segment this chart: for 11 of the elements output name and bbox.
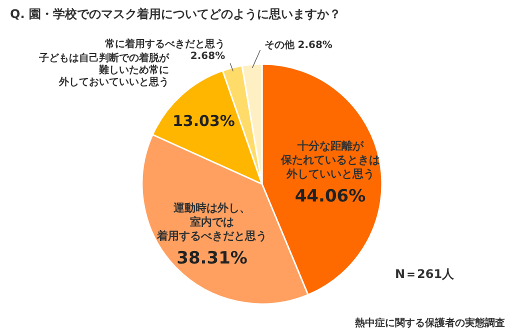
data-label: 13.03% (172, 112, 235, 130)
slice-label: 常に着用するべきだと思う (105, 38, 226, 50)
text: N＝261人 (395, 267, 456, 281)
text: 熱中症に関する保護者の実態調査 (354, 317, 505, 329)
slice-label: その他 2.68% (264, 39, 332, 52)
slice-label: 運動時は外し、室内では着用するべきだと思う (156, 201, 268, 242)
slice-label: 子どもは自己判断での着脱が難しいため常に外しておいていいと思う (38, 52, 170, 88)
data-label: 38.31% (176, 248, 248, 268)
chart-title: Q. 園・学校でのマスク着用についてどのように思いますか？ (10, 7, 341, 21)
data-label: 2.68% (190, 51, 226, 62)
data-label: 44.06% (294, 186, 366, 206)
